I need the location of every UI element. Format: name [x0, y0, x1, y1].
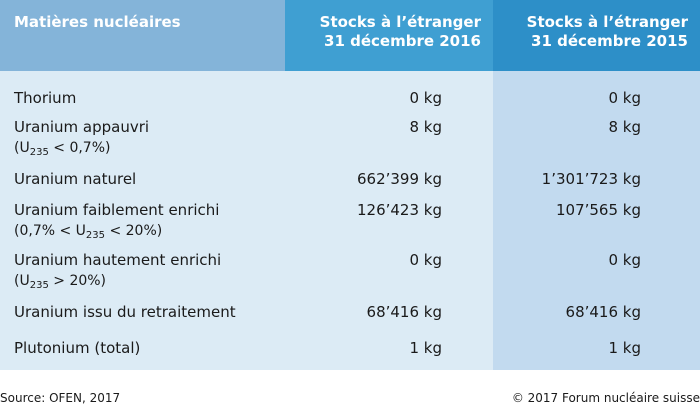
- note-subscript: 235: [29, 147, 49, 158]
- value-2015: 68’416 kg: [565, 303, 641, 321]
- row-label: Uranium appauvri: [14, 118, 150, 136]
- row-label-cell: Uranium faiblement enrichi (0,7% < U235 …: [0, 198, 285, 245]
- header-materials: Matières nucléaires: [0, 0, 285, 71]
- value-2015-cell: 1 kg: [493, 331, 700, 370]
- value-2016: 68’416 kg: [366, 303, 442, 321]
- note-prefix: (U: [14, 140, 30, 156]
- value-2015-cell: 0 kg: [493, 245, 700, 295]
- value-2016: 1 kg: [409, 339, 442, 357]
- value-2015-cell: 68’416 kg: [493, 295, 700, 331]
- table-row: Uranium faiblement enrichi (0,7% < U235 …: [0, 198, 700, 245]
- table-row: Plutonium (total) 1 kg 1 kg: [0, 331, 700, 370]
- row-label-cell: Uranium hautement enrichi (U235 > 20%): [0, 245, 285, 295]
- row-label: Thorium: [14, 89, 77, 107]
- value-2015-cell: 8 kg: [493, 110, 700, 162]
- header-row: Matières nucléaires Stocks à l’étranger …: [0, 0, 700, 71]
- row-note: (U235 < 0,7%): [14, 138, 284, 158]
- note-suffix: < 0,7%): [48, 140, 111, 156]
- value-2015: 8 kg: [608, 118, 641, 136]
- header-stocks-2015: Stocks à l’étranger 31 décembre 2015: [493, 0, 700, 71]
- row-note: (0,7% < U235 < 20%): [14, 221, 284, 241]
- row-label-cell: Uranium issu du retraitement: [0, 295, 285, 331]
- row-note: (U235 > 20%): [14, 271, 284, 291]
- table-body: Thorium 0 kg 0 kg Uranium appauvri (U235…: [0, 71, 700, 370]
- value-2016: 126’423 kg: [356, 201, 442, 219]
- row-label: Uranium issu du retraitement: [14, 303, 236, 321]
- header-stocks-2016: Stocks à l’étranger 31 décembre 2016: [285, 0, 493, 71]
- row-label-cell: Thorium: [0, 71, 285, 110]
- value-2016: 8 kg: [409, 118, 442, 136]
- value-2016-cell: 0 kg: [285, 245, 493, 295]
- value-2016-cell: 68’416 kg: [285, 295, 493, 331]
- nuclear-materials-table: Matières nucléaires Stocks à l’étranger …: [0, 0, 700, 370]
- value-2015: 1’301’723 kg: [541, 170, 641, 188]
- note-subscript: 235: [29, 280, 49, 291]
- value-2016-cell: 662’399 kg: [285, 162, 493, 198]
- value-2016-cell: 126’423 kg: [285, 198, 493, 245]
- table-row: Uranium hautement enrichi (U235 > 20%) 0…: [0, 245, 700, 295]
- value-2015: 1 kg: [608, 339, 641, 357]
- row-label-cell: Uranium appauvri (U235 < 0,7%): [0, 110, 285, 162]
- value-2015: 0 kg: [608, 89, 641, 107]
- value-2015-cell: 1’301’723 kg: [493, 162, 700, 198]
- note-prefix: (0,7% < U: [14, 223, 86, 239]
- copyright-note: © 2017 Forum nucléaire suisse: [511, 391, 700, 405]
- value-2016: 0 kg: [409, 251, 442, 269]
- note-subscript: 235: [85, 230, 106, 241]
- header-stocks-2015-line2: 31 décembre 2015: [531, 32, 688, 50]
- row-label: Uranium faiblement enrichi: [14, 201, 220, 219]
- value-2016-cell: 1 kg: [285, 331, 493, 370]
- table-row: Thorium 0 kg 0 kg: [0, 71, 700, 110]
- row-label: Plutonium (total): [14, 339, 141, 357]
- value-2015: 107’565 kg: [555, 201, 641, 219]
- row-label-cell: Plutonium (total): [0, 331, 285, 370]
- table-header: Matières nucléaires Stocks à l’étranger …: [0, 0, 700, 71]
- note-prefix: (U: [14, 273, 30, 289]
- value-2016: 662’399 kg: [356, 170, 442, 188]
- header-stocks-2015-line1: Stocks à l’étranger: [526, 13, 688, 31]
- header-stocks-2016-line2: 31 décembre 2016: [324, 32, 481, 50]
- table-row: Uranium naturel 662’399 kg 1’301’723 kg: [0, 162, 700, 198]
- value-2016-cell: 8 kg: [285, 110, 493, 162]
- note-suffix: < 20%): [105, 223, 163, 239]
- header-stocks-2016-line1: Stocks à l’étranger: [319, 13, 481, 31]
- table-row: Uranium issu du retraitement 68’416 kg 6…: [0, 295, 700, 331]
- row-label-cell: Uranium naturel: [0, 162, 285, 198]
- value-2016: 0 kg: [409, 89, 442, 107]
- table-row: Uranium appauvri (U235 < 0,7%) 8 kg 8 kg: [0, 110, 700, 162]
- note-suffix: > 20%): [48, 273, 107, 289]
- value-2016-cell: 0 kg: [285, 71, 493, 110]
- value-2015-cell: 107’565 kg: [493, 198, 700, 245]
- source-note: Source: OFEN, 2017: [0, 391, 121, 405]
- row-label: Uranium naturel: [14, 170, 137, 188]
- row-label: Uranium hautement enrichi: [14, 251, 222, 269]
- value-2015-cell: 0 kg: [493, 71, 700, 110]
- value-2015: 0 kg: [608, 251, 641, 269]
